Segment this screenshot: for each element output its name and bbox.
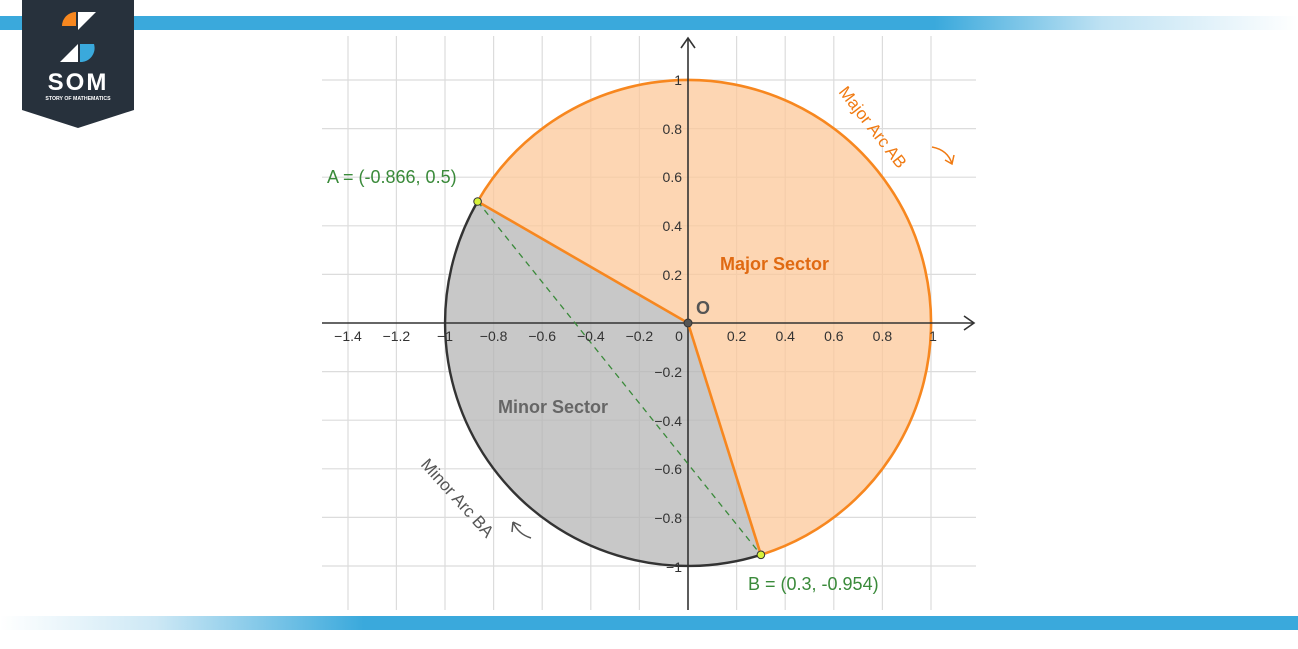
svg-text:0.6: 0.6	[824, 328, 844, 344]
svg-text:−0.8: −0.8	[654, 510, 682, 526]
svg-text:−1.4: −1.4	[334, 328, 362, 344]
x-tick-labels: −1.4 −1.2 −1 −0.8 −0.6 −0.4 −0.2 0 0.2 0…	[334, 328, 937, 344]
radius-oa	[476, 200, 689, 325]
point-b-label: B = (0.3, -0.954)	[748, 574, 879, 594]
major-sector	[477, 79, 932, 555]
som-logo: SOM STORY OF MATHEMATICS	[22, 0, 134, 128]
svg-text:0.2: 0.2	[663, 267, 683, 283]
svg-text:1: 1	[929, 328, 937, 344]
svg-text:0.4: 0.4	[663, 218, 683, 234]
svg-text:0.8: 0.8	[873, 328, 893, 344]
svg-text:0.2: 0.2	[727, 328, 747, 344]
y-tick-labels: 1 0.8 0.6 0.4 0.2 −0.2 −0.4 −0.6 −0.8 −1	[654, 72, 682, 575]
origin-label: O	[696, 298, 710, 318]
svg-text:−0.8: −0.8	[480, 328, 508, 344]
top-banner-stripe	[0, 16, 1298, 30]
svg-text:−1: −1	[437, 328, 453, 344]
svg-text:0: 0	[675, 328, 683, 344]
svg-text:0.4: 0.4	[775, 328, 795, 344]
point-a-label: A = (-0.866, 0.5)	[327, 167, 457, 187]
svg-text:−1.2: −1.2	[383, 328, 411, 344]
svg-text:−0.4: −0.4	[654, 413, 682, 429]
minor-sector-label: Minor Sector	[498, 397, 608, 417]
svg-text:−0.4: −0.4	[577, 328, 605, 344]
svg-text:−0.6: −0.6	[654, 461, 682, 477]
major-sector-label: Major Sector	[720, 254, 829, 274]
svg-text:0.6: 0.6	[663, 169, 683, 185]
major-arc-ab	[476, 78, 933, 557]
chord-ab	[477, 201, 762, 556]
logo-tagline: STORY OF MATHEMATICS	[45, 96, 111, 102]
svg-text:−1: −1	[666, 559, 682, 575]
minor-sector	[445, 201, 761, 566]
svg-text:−0.2: −0.2	[626, 328, 654, 344]
minor-arc-arrow-icon	[511, 521, 532, 539]
point-o	[683, 318, 693, 328]
svg-text:−0.2: −0.2	[654, 364, 682, 380]
major-arc-arrow-icon	[931, 146, 955, 166]
svg-text:0.8: 0.8	[663, 121, 683, 137]
point-b	[756, 550, 766, 560]
svg-text:−0.6: −0.6	[528, 328, 556, 344]
point-a	[473, 197, 482, 206]
minor-arc-ba	[443, 200, 762, 568]
minor-arc-label: Minor Arc BA	[417, 455, 498, 542]
radius-ob	[686, 322, 763, 556]
bottom-banner-stripe	[0, 616, 1298, 630]
logo-mark-icon	[60, 12, 96, 63]
svg-text:1: 1	[674, 72, 682, 88]
logo-abbr: SOM	[48, 69, 109, 96]
